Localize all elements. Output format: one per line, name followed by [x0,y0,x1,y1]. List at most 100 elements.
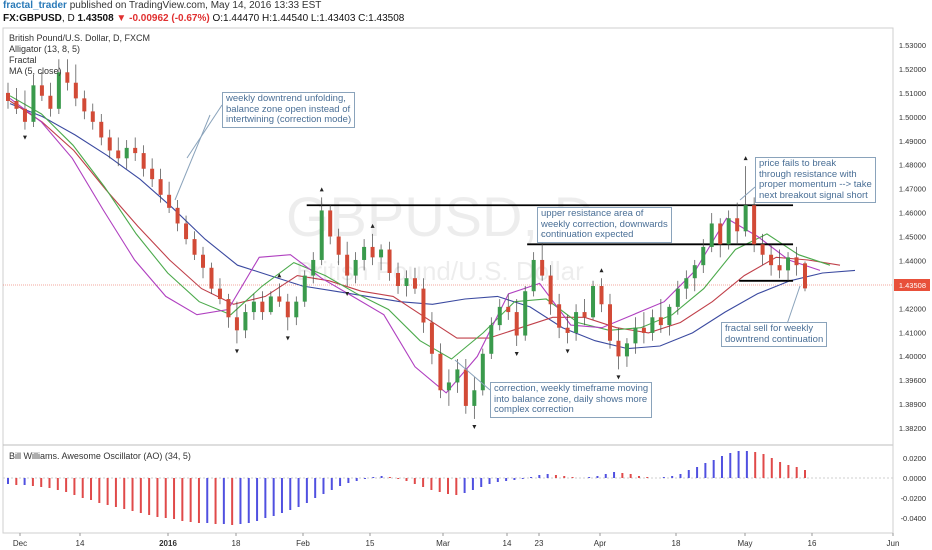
last-price-tag-text: 1.43508 [899,281,926,290]
annotation-correction[interactable]: correction, weekly timeframe moving into… [490,382,653,418]
candle-body [803,263,807,289]
legend-fractal[interactable]: Fractal [9,55,37,65]
annotation-fractal-sell[interactable]: fractal sell for weekly downtrend contin… [721,322,828,347]
price-axis-label: 1.49000 [899,137,926,146]
last-price-tag [894,279,930,291]
candle-body [336,236,341,255]
candle-body [141,153,146,169]
candle-body [624,343,629,357]
username-link[interactable]: fractal_trader [3,0,67,11]
series-title: British Pound/U.S. Dollar, D, FXCM [9,33,151,43]
candle-body [480,353,485,391]
candle-body [412,278,417,289]
candle-body [379,249,384,258]
osc-axis-label: 0.0000 [903,474,926,483]
price-axis-label: 1.39600 [899,376,926,385]
fractal-up-marker [319,187,324,192]
oscillator-legend[interactable]: Bill Williams. Awesome Oscillator (AO) (… [9,451,191,461]
fractal-up-marker [277,273,282,278]
time-axis-label: Dec [13,539,27,548]
candle-body [39,85,44,96]
price-axis-label: 1.38200 [899,424,926,433]
time-axis-label: Jun [887,539,900,548]
candle-body [124,147,129,159]
candle-body [328,210,333,237]
published-text: published on TradingView.com, May 14, 20… [69,0,322,11]
candle-body [48,95,53,109]
candle-body [557,304,562,328]
price-axis-label: 1.53000 [899,41,926,50]
time-axis-label: Mar [436,539,450,548]
candle-body [209,267,214,289]
fractal-down-marker [285,336,290,341]
candle-body [82,98,87,112]
candle-body [107,137,112,151]
candle-body [31,85,36,122]
candle-body [396,272,401,287]
candle-body [574,312,579,333]
candle-body [243,312,248,331]
candle-body [667,306,672,326]
candle-body [251,301,256,313]
price-axis-label: 1.52000 [899,65,926,74]
fractal-up-marker [599,268,604,273]
candle-body [438,353,443,391]
symbol-label[interactable]: FX:GBPUSD [3,13,62,24]
candle-body [217,288,222,300]
annotation-upper-resistance[interactable]: upper resistance area of weekly correcti… [537,207,672,243]
candle-body [421,288,426,323]
candle-body [709,223,714,247]
candle-body [743,205,748,232]
alligator-lips-line [9,95,831,360]
candle-body [472,390,477,406]
candle-body [319,210,324,260]
candle-body [294,301,299,318]
candle-body [22,108,27,122]
fractal-down-marker [345,292,350,297]
time-axis-label: 14 [76,539,85,548]
fractal-down-marker [22,135,27,140]
candle-body [65,72,70,83]
price-axis-label: 1.45000 [899,233,926,242]
time-axis-label: 14 [503,539,512,548]
osc-axis-label: -0.0200 [901,494,926,503]
candle-body [99,121,104,138]
candle-body [701,246,706,266]
price-axis-label: 1.51000 [899,89,926,98]
candle-body [540,259,545,276]
candle-body [506,306,511,313]
fractal-up-marker [743,156,748,161]
candle-body [150,168,155,180]
time-axis-label: 2016 [159,539,177,548]
candle-body [311,259,316,276]
annotation-weekly-downtrend[interactable]: weekly downtrend unfolding, balance zone… [222,92,356,128]
osc-axis-label: -0.0400 [901,514,926,523]
candle-body [362,246,367,260]
time-axis-label: Feb [296,539,310,548]
fractal-down-marker [565,349,570,354]
down-triangle-icon: ▼ [116,13,127,24]
price-change: -0.00962 (-0.67%) [129,13,210,24]
candle-body [175,207,180,224]
legend-alligator[interactable]: Alligator (13, 8, 5) [9,44,81,54]
candle-body [285,301,290,318]
candle-body [684,278,689,289]
legend-ma[interactable]: MA (5, close) [9,66,62,76]
candle-body [158,179,163,195]
candle-body [268,296,273,313]
time-axis-label: 18 [672,539,681,548]
candle-body [446,382,451,391]
candle-body [226,299,231,318]
candle-body [73,82,78,99]
candle-body [497,306,502,326]
candle-body [370,246,375,258]
publish-header: fractal_trader published on TradingView.… [3,0,321,11]
time-axis-label: 16 [808,539,817,548]
fractal-down-marker [514,351,519,356]
osc-axis-label: 0.0200 [903,454,926,463]
price-axis-label: 1.41000 [899,328,926,337]
candle-body [201,254,206,268]
annotation-price-fails[interactable]: price fails to break through resistance … [755,157,876,203]
interval-label: D [67,13,75,24]
time-axis-label: May [737,539,752,548]
